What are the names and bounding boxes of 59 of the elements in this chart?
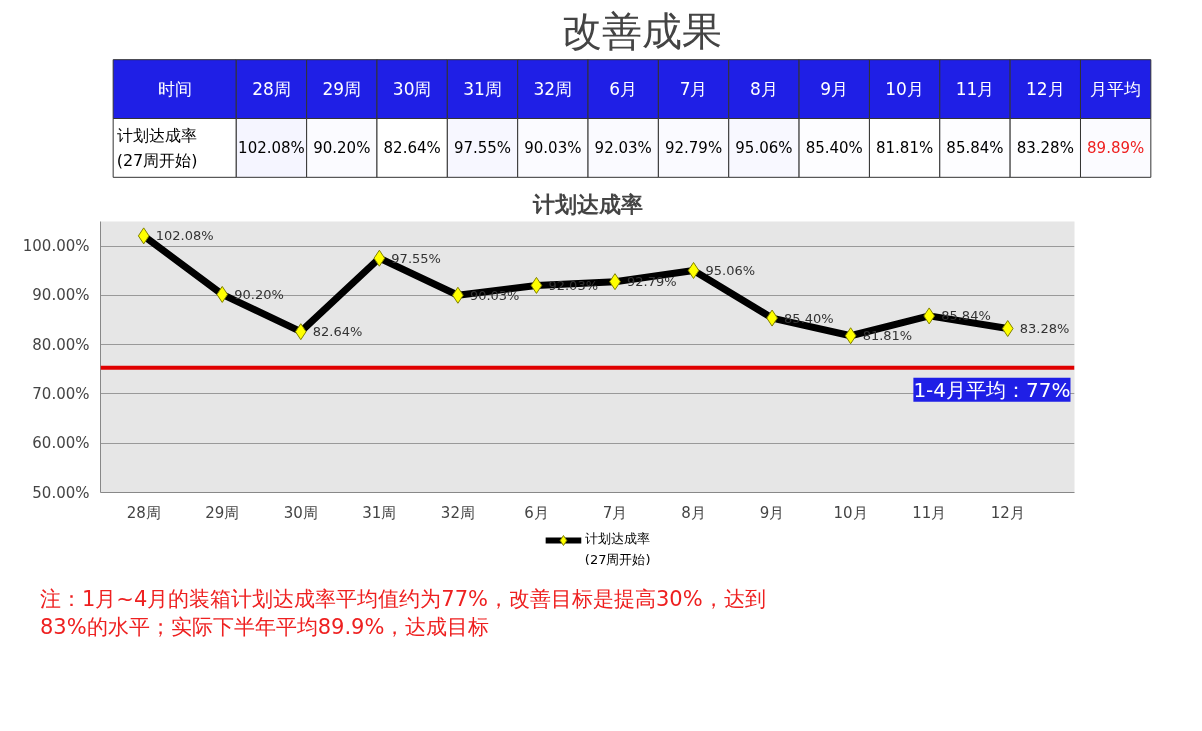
- x-tick-label: 12月: [1026, 79, 1065, 100]
- data-label: 81.81%: [876, 138, 934, 157]
- data-label: 85.84%: [946, 138, 1004, 157]
- data-label: 89.89%: [1087, 138, 1145, 157]
- data-label: 83.28%: [1016, 138, 1074, 157]
- data-label: 95.06%: [735, 138, 793, 157]
- x-tick-label: 32周: [533, 79, 573, 100]
- text: 注：1月~4月的装箱计划达成率平均值约为77%，改善目标是提高30%，达到 83%的水平；实际下半年平均89.9%，达成目标: [40, 586, 766, 642]
- data-label: 85.40%: [784, 310, 834, 326]
- data-label: 90.20%: [313, 138, 371, 157]
- data-label: 83.28%: [1019, 321, 1070, 337]
- y-tick-label: 60.00%: [32, 434, 90, 453]
- data-label: 92.79%: [664, 138, 723, 157]
- data-label: 92.03%: [594, 138, 652, 157]
- x-tick-label: 32周: [440, 503, 475, 522]
- data-label: 102.08%: [238, 138, 305, 157]
- x-tick-label: 30周: [283, 503, 318, 522]
- x-tick-label: 11月: [912, 503, 947, 522]
- chart-title: 计划达成率: [531, 191, 643, 217]
- data-label: 81.81%: [862, 328, 913, 344]
- x-tick-label: 28周: [126, 503, 161, 522]
- x-tick-label: 30周: [392, 79, 432, 100]
- x-tick-label: 29周: [322, 79, 362, 100]
- data-label: 102.08%: [155, 228, 214, 244]
- x-tick-label: 9月: [759, 503, 785, 522]
- x-tick-label: 31周: [463, 79, 502, 100]
- x-tick-label: 11月: [955, 79, 995, 100]
- data-label: 85.40%: [805, 138, 863, 157]
- y-tick-label: 70.00%: [32, 384, 90, 403]
- legend-label: 计划达成率 (27周开始): [584, 530, 651, 567]
- y-tick-label: 80.00%: [32, 335, 90, 354]
- x-tick-label: 7月: [679, 79, 708, 100]
- y-tick-label: 50.00%: [32, 483, 90, 502]
- data-label: 82.64%: [383, 138, 441, 157]
- data-label: 95.06%: [705, 262, 756, 278]
- x-tick-label: 6月: [609, 79, 638, 100]
- x-tick-label: 6月: [524, 503, 549, 522]
- x-tick-label: 12月: [990, 503, 1025, 522]
- data-label: 92.79%: [626, 274, 677, 290]
- y-tick-label: 100.00%: [22, 237, 90, 256]
- x-tick-label: 8月: [681, 503, 706, 522]
- x-tick-label: 29周: [205, 503, 240, 522]
- chart-title: 改善成果: [561, 7, 722, 54]
- x-tick-label: 7月: [602, 503, 628, 522]
- data-label: 90.20%: [234, 286, 284, 302]
- x-tick-label: 10月: [833, 503, 868, 522]
- y-tick-label: 90.00%: [32, 286, 90, 305]
- x-tick-label: 28周: [252, 79, 291, 100]
- x-tick-label: 8月: [750, 79, 778, 100]
- x-tick-label: 9月: [820, 79, 849, 100]
- text: 时间: [157, 79, 192, 100]
- data-label: 82.64%: [312, 324, 363, 340]
- ref-line-label: 1-4月平均：77%: [913, 377, 1071, 402]
- data-label: 97.55%: [391, 250, 441, 266]
- data-label: 90.03%: [524, 138, 582, 157]
- x-tick-label: 31周: [362, 503, 397, 522]
- x-tick-label: 月平均: [1090, 79, 1142, 100]
- data-label: 97.55%: [453, 138, 512, 157]
- x-tick-label: 10月: [885, 79, 924, 100]
